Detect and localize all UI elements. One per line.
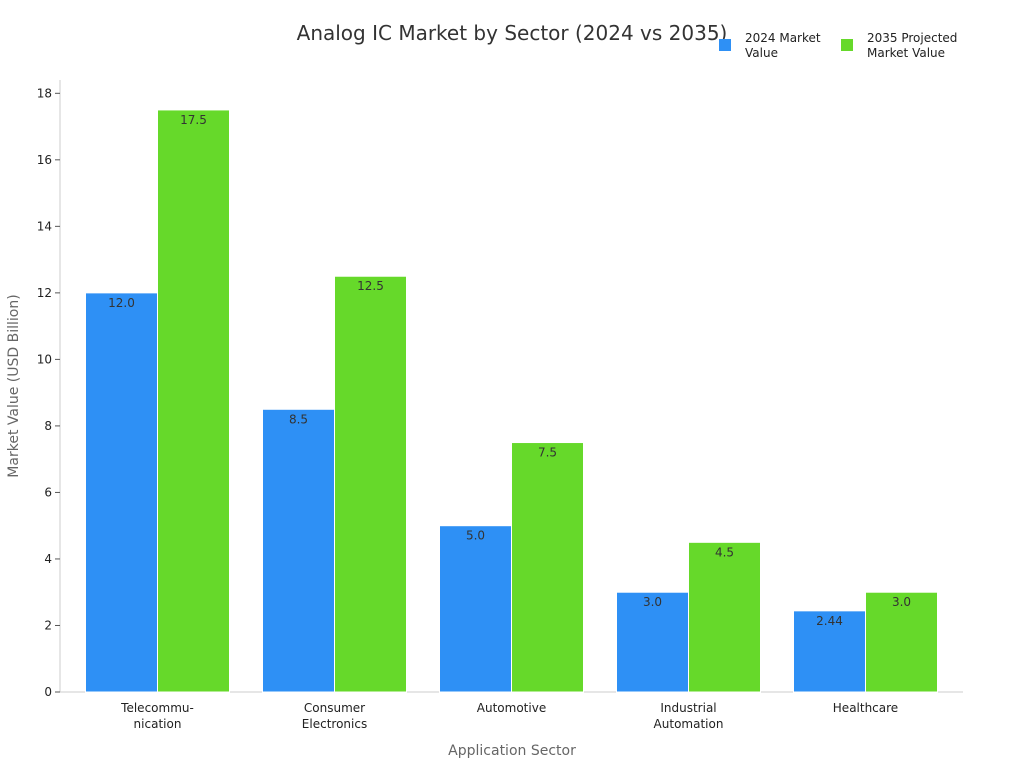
y-tick-label: 8 [44, 419, 52, 433]
bar-2035 [334, 275, 407, 693]
data-label: 2.44 [816, 614, 843, 628]
bars [85, 109, 938, 693]
data-label: 7.5 [538, 446, 557, 460]
bar-2035 [511, 442, 584, 693]
data-label: 8.5 [289, 412, 308, 426]
x-tick-label-line: Healthcare [833, 701, 898, 715]
x-tick-label-line: nication [134, 717, 182, 731]
chart-title: Analog IC Market by Sector (2024 vs 2035… [297, 21, 728, 45]
y-tick-label: 0 [44, 685, 52, 699]
legend-label-line: Market Value [867, 46, 945, 60]
legend-swatch [841, 39, 853, 51]
data-label: 4.5 [715, 545, 734, 559]
bar-2024 [85, 292, 158, 693]
y-tick-label: 14 [37, 219, 52, 233]
legend: 2024 Market Value 2035 Projected Market Val… [719, 31, 957, 60]
x-tick-label-line: Automotive [477, 701, 546, 715]
legend-swatch [719, 39, 731, 51]
x-axis: Telecommu-nication Consumer Electronics Aut… [60, 691, 963, 731]
bar-2024 [439, 525, 512, 693]
bar-2024 [793, 610, 866, 693]
legend-label: 2024 Market Value [745, 31, 821, 60]
x-tick-label-line: Consumer [304, 701, 365, 715]
x-tick-label-line: Electronics [302, 717, 367, 731]
legend-label-line: Value [745, 46, 778, 60]
legend-label-line: 2035 Projected [867, 31, 957, 45]
bar-2035 [865, 591, 938, 693]
x-tick-label: Healthcare [833, 701, 898, 715]
data-label: 3.0 [892, 595, 911, 609]
legend-label-line: 2024 Market [745, 31, 821, 45]
y-tick-label: 16 [37, 153, 52, 167]
y-tick-label: 6 [44, 485, 52, 499]
y-tick-label: 10 [37, 352, 52, 366]
x-tick-label-line: Industrial [660, 701, 716, 715]
x-tick-label: Automotive [477, 701, 546, 715]
y-axis: 0 2 4 6 8 10 12 14 16 18 [37, 80, 61, 699]
y-tick-label: 18 [37, 86, 52, 100]
x-tick-label: Telecommu-nication [120, 701, 194, 731]
y-tick-label: 12 [37, 286, 52, 300]
data-label: 12.5 [357, 279, 384, 293]
x-tick-label-line: Telecommu- [120, 701, 194, 715]
data-label: 12.0 [108, 296, 135, 310]
x-tick-label: Consumer Electronics [302, 701, 367, 731]
legend-label: 2035 Projected Market Value [867, 31, 957, 60]
x-tick-label: Industrial Automation [654, 701, 724, 731]
y-tick-label: 4 [44, 552, 52, 566]
data-label: 3.0 [643, 595, 662, 609]
bar-2035 [688, 541, 761, 693]
y-tick-label: 2 [44, 618, 52, 632]
bar-2035 [157, 109, 230, 693]
data-label: 17.5 [180, 113, 207, 127]
x-axis-title: Application Sector [448, 743, 576, 759]
bar-2024 [262, 408, 335, 693]
y-axis-title: Market Value (USD Billion) [6, 294, 22, 477]
x-tick-label-line: Automation [654, 717, 724, 731]
data-label: 5.0 [466, 529, 485, 543]
data-labels: 12.0 17.5 8.5 12.5 5.0 7.5 3.0 4.5 2.44 3.0 [108, 113, 911, 628]
bar-2024 [616, 591, 689, 693]
